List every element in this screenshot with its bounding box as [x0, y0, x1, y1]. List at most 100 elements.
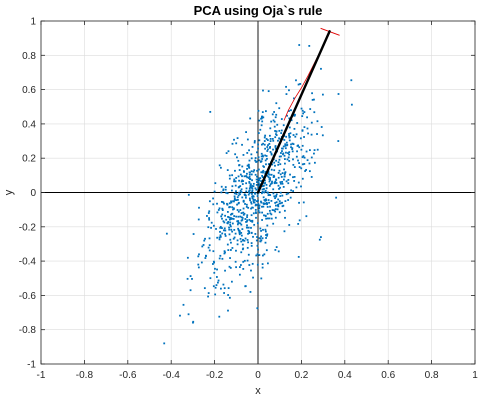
data-point	[212, 285, 215, 288]
data-point	[270, 152, 273, 155]
data-point	[220, 287, 222, 290]
data-point	[263, 143, 266, 146]
data-point	[220, 185, 223, 188]
data-point	[219, 235, 222, 238]
data-point	[256, 307, 259, 310]
data-point	[306, 116, 308, 119]
data-point	[320, 126, 323, 128]
data-point	[254, 204, 257, 207]
data-point	[267, 148, 269, 151]
data-point	[240, 188, 243, 191]
data-point	[301, 115, 304, 118]
data-point	[275, 159, 278, 162]
data-point	[207, 212, 210, 214]
data-point	[220, 191, 223, 194]
data-point	[233, 215, 236, 217]
data-point	[261, 211, 264, 214]
data-point	[228, 228, 231, 231]
data-point	[282, 185, 285, 188]
data-point	[261, 170, 264, 173]
data-point	[212, 263, 214, 265]
data-point	[244, 285, 247, 288]
data-point	[268, 217, 271, 220]
data-point	[230, 280, 233, 283]
data-point	[313, 152, 315, 155]
data-point	[233, 228, 236, 231]
data-point	[257, 209, 260, 212]
data-point	[280, 152, 282, 154]
data-point	[300, 148, 303, 151]
data-point	[251, 193, 253, 195]
data-point	[252, 185, 255, 188]
data-point	[272, 188, 275, 191]
data-point	[223, 292, 225, 294]
data-point	[208, 217, 211, 219]
data-point	[245, 131, 247, 133]
data-point	[277, 184, 280, 187]
data-point	[242, 213, 245, 216]
data-point	[242, 200, 245, 203]
y-tick-label: 0	[30, 188, 36, 199]
x-tick-label: 1	[472, 370, 478, 381]
data-point	[281, 180, 284, 183]
data-point	[208, 249, 211, 252]
data-point	[248, 230, 251, 233]
data-point	[296, 122, 299, 124]
data-point	[256, 151, 258, 154]
data-point	[286, 143, 289, 146]
data-point	[270, 173, 273, 176]
data-point	[285, 85, 287, 88]
data-point	[226, 192, 229, 195]
data-point	[288, 132, 290, 135]
data-point	[250, 170, 253, 173]
data-point	[316, 133, 318, 135]
data-point	[235, 199, 238, 202]
data-point	[224, 251, 226, 254]
data-point	[216, 236, 219, 239]
data-point	[189, 275, 192, 277]
data-point	[310, 156, 313, 159]
data-point	[274, 130, 276, 132]
data-point	[239, 185, 242, 187]
data-point	[222, 189, 225, 192]
data-point	[258, 206, 260, 208]
data-point	[271, 209, 274, 211]
data-point	[264, 190, 267, 193]
data-point	[252, 212, 255, 215]
data-point	[269, 151, 272, 153]
data-point	[288, 126, 291, 129]
data-point	[264, 154, 267, 157]
data-point	[271, 180, 273, 183]
data-point	[234, 232, 237, 235]
data-point	[273, 120, 276, 123]
data-point	[225, 152, 228, 154]
data-point	[260, 239, 263, 242]
data-point	[287, 199, 290, 201]
data-point	[245, 182, 248, 185]
data-point	[287, 152, 289, 154]
data-point	[277, 205, 280, 208]
data-point	[303, 111, 306, 113]
data-point	[217, 209, 220, 211]
data-point	[251, 187, 254, 190]
x-tick-label: 0.2	[294, 370, 308, 381]
data-point	[268, 209, 271, 212]
data-point	[269, 146, 271, 148]
data-point	[265, 138, 268, 140]
data-point	[275, 130, 278, 133]
data-point	[254, 208, 257, 211]
data-point	[244, 194, 247, 197]
data-point	[239, 215, 242, 218]
data-point	[208, 244, 211, 247]
data-point	[256, 263, 259, 266]
data-point	[260, 235, 262, 238]
data-point	[240, 216, 243, 219]
data-point	[228, 233, 231, 236]
data-point	[277, 139, 279, 142]
data-point	[292, 163, 295, 166]
data-point	[266, 233, 269, 236]
data-point	[235, 249, 237, 252]
data-point	[256, 175, 258, 178]
data-point	[283, 168, 285, 171]
x-tick-label: -0.8	[76, 370, 94, 381]
